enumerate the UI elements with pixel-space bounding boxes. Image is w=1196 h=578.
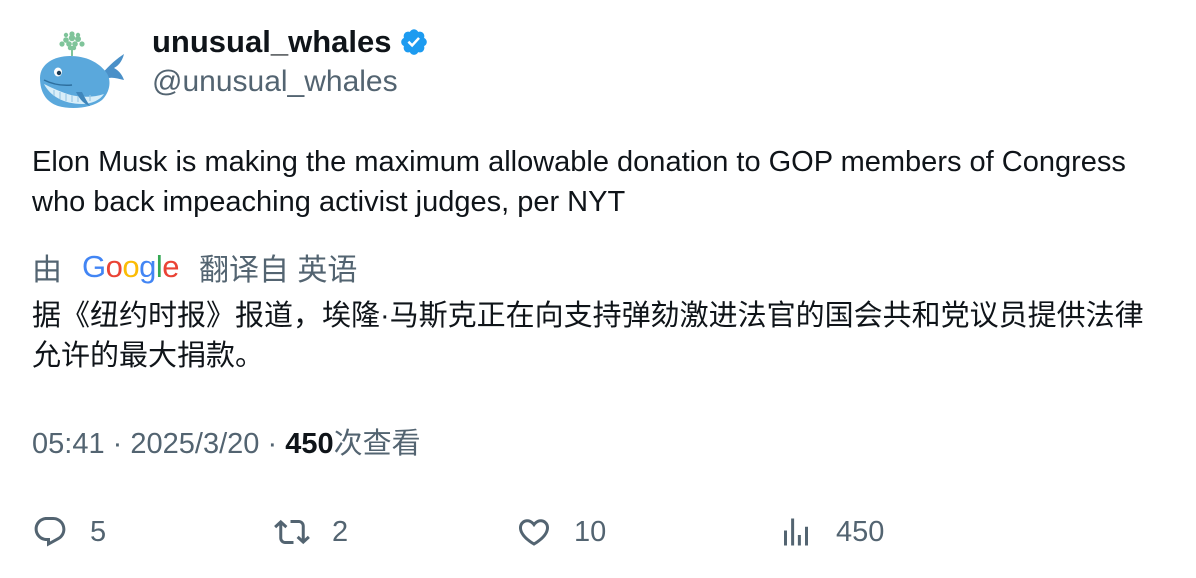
- tweet-text: Elon Musk is making the maximum allowabl…: [32, 146, 1126, 218]
- views-button[interactable]: 450: [778, 510, 884, 554]
- verified-badge-icon[interactable]: [399, 27, 429, 57]
- retweet-count: 2: [332, 515, 349, 548]
- like-button[interactable]: 10: [516, 510, 606, 554]
- google-letter: e: [162, 249, 180, 284]
- tweet-date[interactable]: 2025/3/20: [130, 428, 260, 460]
- tweet-header: unusual_whales @unusual_whales: [152, 22, 429, 101]
- reply-icon: [34, 517, 66, 547]
- translated-tweet-text: 据《纽约时报》报道，埃隆·马斯克正在向支持弹劾激进法官的国会共和党议员提供法律允…: [32, 300, 1144, 372]
- whale-avatar-icon: [40, 31, 124, 108]
- google-letter: l: [155, 249, 163, 284]
- views-action-count: 450: [836, 515, 885, 548]
- avatar[interactable]: [32, 22, 128, 118]
- reply-button[interactable]: 5: [32, 510, 106, 554]
- action-bar: 5 2 10 450: [0, 510, 1196, 554]
- meta-separator: ·: [267, 428, 278, 460]
- google-logo: Google: [82, 249, 180, 285]
- reply-count: 5: [90, 515, 107, 548]
- name-row: unusual_whales: [152, 22, 429, 62]
- translation-attribution[interactable]: 由 Google 翻译自 英语: [32, 246, 357, 288]
- tweet-time[interactable]: 05:41: [32, 428, 105, 460]
- translated-by-label: 由: [32, 254, 62, 287]
- retweet-button[interactable]: 2: [274, 510, 348, 554]
- google-letter: o: [122, 249, 140, 284]
- google-letter: G: [82, 249, 106, 284]
- display-name[interactable]: unusual_whales: [152, 24, 392, 59]
- translated-from-label: 翻译自 英语: [199, 254, 358, 287]
- meta-separator: ·: [112, 428, 123, 460]
- retweet-icon: [274, 519, 310, 545]
- like-count: 10: [574, 515, 607, 548]
- views-count: 450: [285, 428, 334, 460]
- tweet-meta: 05:41 · 2025/3/20 · 450次查看: [32, 424, 421, 464]
- user-handle[interactable]: @unusual_whales: [152, 65, 398, 98]
- bar-chart-icon: [784, 518, 808, 546]
- google-letter: o: [105, 249, 123, 284]
- views-label: 次查看: [333, 428, 421, 460]
- heart-icon: [518, 519, 550, 546]
- google-letter: g: [139, 249, 156, 284]
